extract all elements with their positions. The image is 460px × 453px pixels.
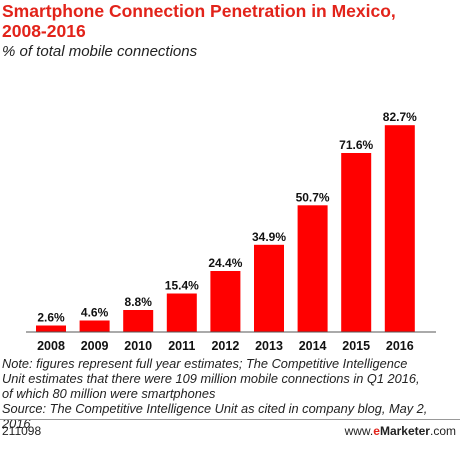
bar-2013 <box>254 244 284 333</box>
value-label-2011: 15.4% <box>165 279 199 293</box>
x-tick-label-2014: 2014 <box>299 339 327 353</box>
bar-2012 <box>210 271 241 332</box>
x-tick-label-2008: 2008 <box>37 339 65 353</box>
bar-2016 <box>384 125 415 332</box>
brand-name: Marketer <box>379 424 430 438</box>
chart-subtitle: % of total mobile connections <box>2 43 198 60</box>
chart-id: 211098 <box>2 424 42 438</box>
bar-2008 <box>36 325 66 332</box>
note-line-3: of which 80 million were smartphones <box>2 386 216 401</box>
x-tick-label-2015: 2015 <box>342 339 370 353</box>
value-label-2010: 8.8% <box>125 295 153 309</box>
x-tick-label-2011: 2011 <box>168 339 195 353</box>
bar-2011 <box>166 293 197 332</box>
note-line-1: Note: figures represent full year estima… <box>2 356 408 371</box>
value-label-2015: 71.6% <box>339 138 373 152</box>
x-tick-label-2013: 2013 <box>255 339 283 353</box>
bar-2014 <box>297 205 328 333</box>
brand-link[interactable]: www.eMarketer.com <box>345 424 456 438</box>
bar-2015 <box>341 153 372 332</box>
brand-suffix: .com <box>429 424 456 438</box>
value-label-2013: 34.9% <box>252 230 286 244</box>
bar-2009 <box>79 320 110 332</box>
bar-chart: 2.6% 4.6% 8.8% 15.4% 24.4% 34.9% 50.7% 71.6% 82.… <box>26 110 436 353</box>
chart-note: Note: figures represent full year estima… <box>2 356 454 431</box>
value-label-2014: 50.7% <box>296 190 330 204</box>
source-line-1: Source: The Competitive Intelligence Uni… <box>2 401 428 416</box>
chart-title: Smartphone Connection Penetration in Mex… <box>2 1 454 41</box>
bar-2010 <box>123 310 154 332</box>
value-labels-group: 2.6% 4.6% 8.8% 15.4% 24.4% 34.9% 50.7% 71.6% 82.… <box>37 110 417 324</box>
x-tick-labels-group: 2008 2009 2010 2011 2012 2013 2014 2015 2016 <box>37 339 414 353</box>
x-tick-label-2012: 2012 <box>211 339 239 353</box>
chart-title-line-2: 2008-2016 <box>2 21 86 41</box>
chart-title-line-1: Smartphone Connection Penetration in Mex… <box>2 1 396 21</box>
note-line-2: Unit estimates that there were 109 milli… <box>2 371 420 386</box>
bars-group <box>36 125 415 333</box>
brand-prefix: www. <box>344 424 374 438</box>
brand-e: e <box>373 424 380 438</box>
value-label-2016: 82.7% <box>383 110 417 124</box>
x-tick-label-2010: 2010 <box>124 339 152 353</box>
value-label-2008: 2.6% <box>37 311 65 325</box>
x-tick-label-2009: 2009 <box>81 339 109 353</box>
value-label-2012: 24.4% <box>208 256 242 270</box>
value-label-2009: 4.6% <box>81 306 109 320</box>
footer-divider <box>0 419 460 420</box>
x-tick-label-2016: 2016 <box>386 339 414 353</box>
